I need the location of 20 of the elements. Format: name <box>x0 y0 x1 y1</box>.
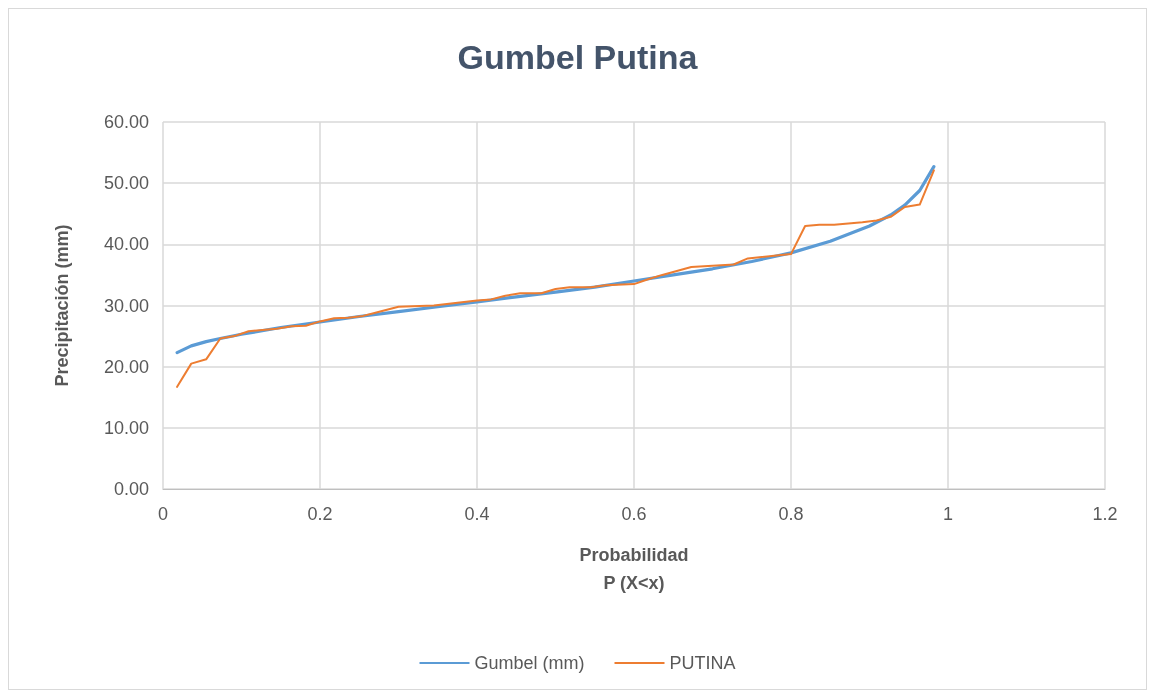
line-series <box>176 169 935 388</box>
x-tick-label: 1 <box>942 504 954 524</box>
y-tick-label: 10.00 <box>103 417 149 438</box>
y-tick-label: 0.00 <box>113 479 149 499</box>
x-tick-label: 0.6 <box>621 504 647 524</box>
legend-label: PUTINA <box>669 653 736 673</box>
x-tick-label: 0.8 <box>778 504 804 524</box>
y-tick-label: 40.00 <box>103 234 149 255</box>
y-tick-label: 60.00 <box>103 112 149 132</box>
y-tick-label: 20.00 <box>103 356 149 377</box>
x-tick-label: 0 <box>157 504 169 524</box>
x-tick-label: 0.2 <box>307 504 333 524</box>
x-axis-title: Probabilidad P (X<x) <box>579 545 689 593</box>
x-tick-label: 1.2 <box>1092 504 1118 524</box>
y-tick-label: 50.00 <box>103 173 149 194</box>
y-tick-label: 30.00 <box>103 295 149 316</box>
chart-title: Gumbel Putina <box>457 38 699 76</box>
legend-label: Gumbel (mm) <box>474 653 585 673</box>
x-tick-label: 0.4 <box>464 504 490 524</box>
y-axis-title: Precipitación (mm) <box>52 224 72 387</box>
